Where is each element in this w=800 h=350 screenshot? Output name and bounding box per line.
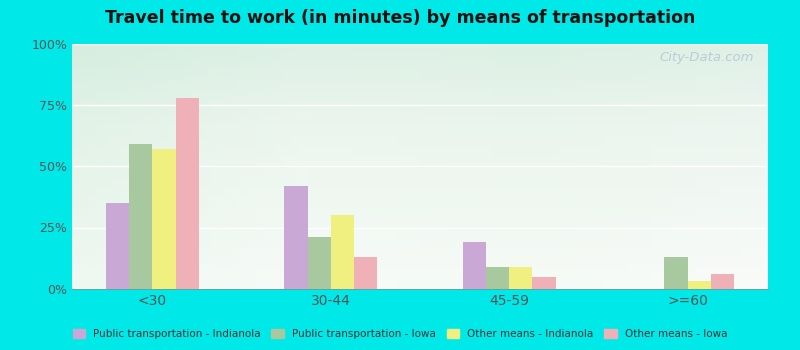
Bar: [463, 242, 486, 289]
Bar: [330, 215, 354, 289]
Bar: [354, 257, 377, 289]
Bar: [284, 186, 307, 289]
Bar: [533, 276, 556, 289]
Bar: [152, 149, 175, 289]
Bar: [486, 267, 510, 289]
Bar: [510, 267, 533, 289]
Bar: [175, 98, 198, 289]
Text: Travel time to work (in minutes) by means of transportation: Travel time to work (in minutes) by mean…: [105, 9, 695, 27]
Bar: [129, 144, 152, 289]
Bar: [665, 257, 688, 289]
Text: City-Data.com: City-Data.com: [659, 51, 754, 64]
Bar: [106, 203, 129, 289]
Bar: [307, 237, 330, 289]
Bar: [688, 281, 711, 289]
Legend: Public transportation - Indianola, Public transportation - Iowa, Other means - I: Public transportation - Indianola, Publi…: [69, 324, 731, 343]
Bar: [711, 274, 734, 289]
